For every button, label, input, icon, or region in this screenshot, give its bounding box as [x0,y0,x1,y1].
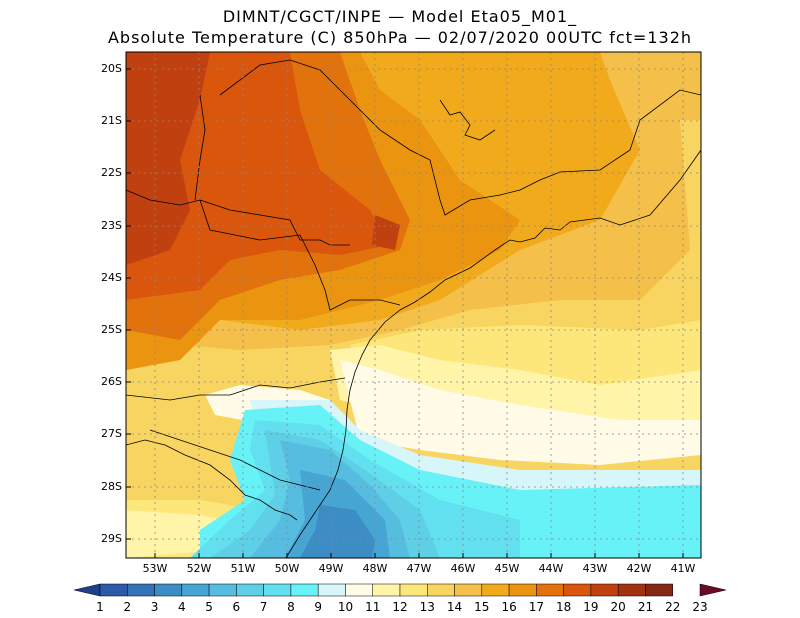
colorbar-label: 6 [232,600,241,614]
lat-label-29s: 29S [101,532,122,545]
state-border-sc-rs [149,429,321,491]
river-lakes [439,99,496,141]
state-border-north [219,59,701,216]
colorbar-label: 19 [583,600,599,614]
lon-label-46w: 46W [450,562,476,575]
axis-ticks [126,68,684,558]
colorbar-label: 3 [150,600,159,614]
state-border-ms-pr [199,199,401,311]
lat-label-27s: 27S [101,427,122,440]
colorbar-label: 20 [610,600,626,614]
colorbar-label: 10 [337,600,354,614]
lat-label-25s: 25S [101,323,122,336]
colorbar-label: 9 [314,600,322,614]
colorbar-swatch [699,583,727,597]
lon-label-53w: 53W [142,562,168,575]
zone-20 [126,52,210,265]
colorbar-swatch [73,583,101,597]
colorbar-swatch [427,583,455,597]
colorbar-swatch [290,583,319,597]
colorbar-swatch [372,583,401,597]
colorbar-swatch [481,583,510,597]
boundaries [126,59,701,558]
colorbar-swatch [317,583,346,597]
colorbar-label: 5 [205,600,213,614]
colorbar-swatch [208,583,237,597]
colorbar-label: 12 [392,600,408,614]
colorbar-label: 2 [123,600,132,614]
title-line-2: Absolute Temperature (C) 850hPa — 02/07/… [107,28,693,47]
lat-label-28s: 28S [101,480,122,493]
colorbar-label: 14 [446,600,463,614]
lon-label-44w: 44W [538,562,564,575]
colorbar-label: 23 [692,600,708,614]
colorbar-label: 21 [637,600,654,614]
lon-label-52w: 52W [186,562,212,575]
colorbar-label: 8 [287,600,295,614]
lon-label-43w: 43W [582,562,608,575]
lon-label-45w: 45W [494,562,520,575]
colorbar-label: 1 [96,600,104,614]
lon-label-48w: 48W [362,562,388,575]
colorbar-label: 16 [501,600,517,614]
lon-label-47w: 47W [406,562,432,575]
lat-label-20s: 20S [101,62,122,75]
lat-label-22s: 22S [101,166,122,179]
colorbar-label: 15 [474,600,490,614]
colorbar-label: 18 [555,600,572,614]
colorbar-swatch [590,583,619,597]
lon-label-42w: 42W [626,562,652,575]
colorbar-label: 13 [419,600,435,614]
colorbar-swatch [617,583,646,597]
colorbar-swatch [454,583,483,597]
state-border-ms-mt [194,94,206,201]
state-border-pr-sc [126,377,346,401]
map-frame [125,51,702,559]
colorbar [73,583,727,597]
colorbar-swatch [127,583,155,597]
temperature-field [126,52,701,558]
colorbar-swatch [508,583,537,597]
colorbar-swatch [345,583,373,597]
colorbar-swatch [536,583,564,597]
colorbar-label: 7 [259,600,268,614]
title-line-1: DIMNT/CGCT/INPE — Model Eta05_M01_ [222,7,578,26]
colorbar-swatch [154,583,183,597]
colorbar-label: 17 [528,600,544,614]
lat-label-26s: 26S [101,375,122,388]
colorbar-swatch [99,583,128,597]
colorbar-swatch [563,583,592,597]
colorbar-label: 4 [177,600,186,614]
colorbar-swatch [236,583,264,597]
grid-lines [126,52,701,558]
state-border-sp-mg [126,189,350,246]
lon-label-49w: 49W [318,562,344,575]
colorbar-swatch [645,583,673,597]
country-border [126,439,298,521]
lat-label-21s: 21S [101,114,122,127]
colorbar-swatch [263,583,292,597]
lon-label-50w: 50W [274,562,300,575]
zone-20b [372,215,400,250]
lat-label-24s: 24S [101,271,122,284]
lat-label-23s: 23S [101,219,122,232]
zone-4 [300,505,375,558]
lon-label-51w: 51W [230,562,256,575]
colorbar-label: 22 [665,600,681,614]
colorbar-swatch [181,583,210,597]
colorbar-label: 11 [365,600,381,614]
lon-label-41w: 41W [670,562,696,575]
zone-11 [340,360,701,465]
colorbar-swatch [399,583,428,597]
